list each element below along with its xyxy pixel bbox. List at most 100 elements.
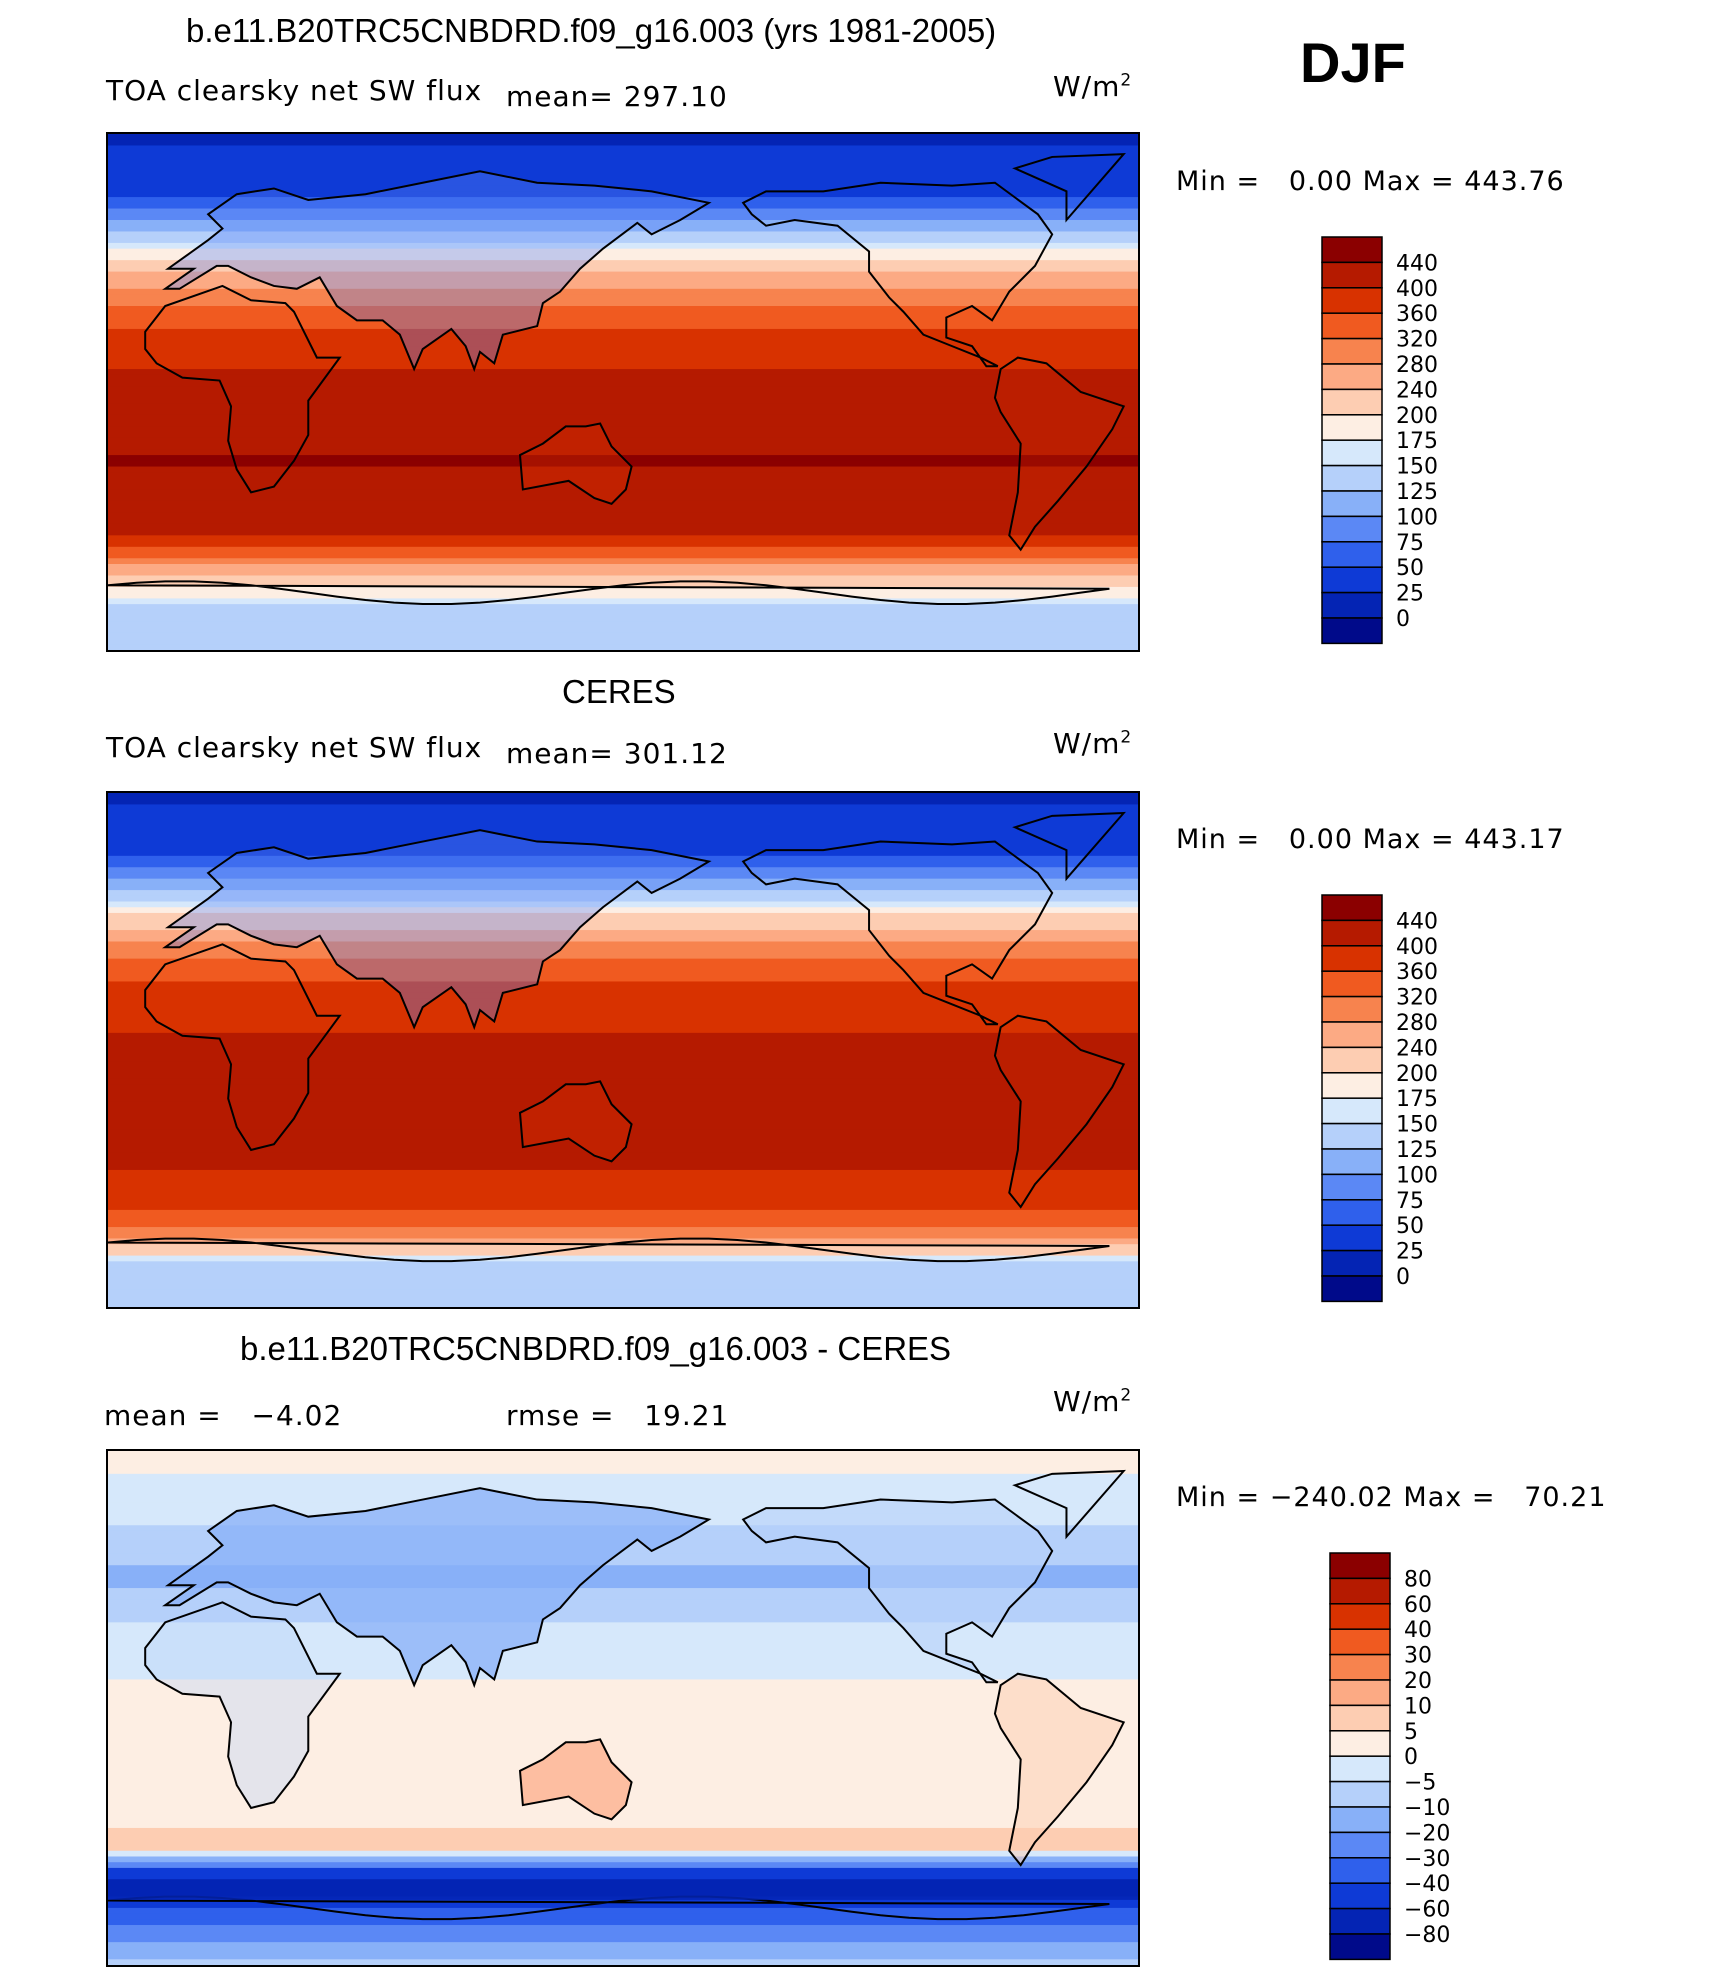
zonal-band xyxy=(108,552,1138,559)
zonal-band xyxy=(108,420,1138,427)
panel-1-max-label: Max = xyxy=(1362,166,1455,197)
colorbar-box xyxy=(1329,1603,1391,1630)
zonal-band xyxy=(108,1685,1138,1692)
colorbar-box xyxy=(1329,1755,1391,1783)
zonal-band xyxy=(108,1192,1138,1200)
zonal-band xyxy=(108,1158,1138,1165)
zonal-band xyxy=(108,1267,1138,1274)
colorbar-tick-label: −30 xyxy=(1404,1847,1450,1872)
zonal-band xyxy=(108,930,1138,937)
panel-1-units: W/m2 xyxy=(1053,70,1132,103)
colorbar-box xyxy=(1321,1046,1383,1074)
zonal-band xyxy=(108,288,1138,296)
zonal-band xyxy=(108,197,1138,204)
colorbar-box xyxy=(1321,261,1383,289)
colorbar-tick-label: 25 xyxy=(1396,1240,1424,1265)
antarctica-coast xyxy=(108,1895,1110,1921)
zonal-band xyxy=(108,1822,1138,1829)
zonal-band xyxy=(108,478,1138,485)
colorbar-box xyxy=(1329,1679,1391,1707)
southern-ocean-band xyxy=(108,1879,1138,1900)
panel-1-min-value: 0.00 xyxy=(1288,166,1353,197)
zonal-band xyxy=(108,151,1138,158)
zonal-band xyxy=(108,277,1138,284)
zonal-band xyxy=(108,340,1138,347)
zonal-band xyxy=(108,1078,1138,1085)
zonal-band xyxy=(108,214,1138,221)
continent-outline xyxy=(518,1080,633,1163)
zonal-band xyxy=(108,1839,1138,1846)
colorbar-tick-label: 200 xyxy=(1396,1062,1438,1087)
zonal-band xyxy=(108,1902,1138,1909)
zonal-band xyxy=(108,821,1138,828)
colorbar-tick-label: 400 xyxy=(1396,277,1438,302)
zonal-band xyxy=(108,1249,1138,1257)
zonal-band xyxy=(108,334,1138,341)
colorbar-box xyxy=(1321,1275,1383,1303)
colorbar-tick-label: 40 xyxy=(1404,1618,1432,1643)
zonal-band xyxy=(108,409,1138,416)
colorbar-box xyxy=(1329,1704,1391,1732)
panel-2-min-max: Min = 0.00 Max = 443.17 xyxy=(1176,824,1565,855)
continent-outline xyxy=(741,840,1054,1026)
zonal-band xyxy=(108,546,1138,554)
zonal-band xyxy=(108,535,1138,542)
zonal-band xyxy=(108,386,1138,393)
zonal-band xyxy=(108,1742,1138,1749)
zonal-band xyxy=(108,1164,1138,1171)
continent-outline xyxy=(162,1487,712,1689)
season-label: DJF xyxy=(1300,31,1406,94)
zonal-band xyxy=(108,1169,1138,1177)
zonal-band xyxy=(108,1565,1138,1572)
colorbar-tick-label: 80 xyxy=(1404,1567,1432,1592)
zonal-band xyxy=(108,1050,1138,1057)
colorbar-box xyxy=(1321,414,1383,441)
land-fill xyxy=(144,152,1126,552)
zonal-band xyxy=(108,1747,1138,1755)
colorbar-box xyxy=(1321,1021,1383,1049)
zonal-band xyxy=(108,1061,1138,1068)
colorbar-tick-label: 0 xyxy=(1404,1745,1418,1770)
zonal-band xyxy=(108,632,1138,640)
zonal-band xyxy=(108,952,1138,960)
panel-2-colorbar: 440 400 360 320 280 240 200 175 150 125 100 75 50 25 0 xyxy=(1318,891,1518,1308)
panel-1-mean-value: 297.10 xyxy=(623,80,728,113)
zonal-band xyxy=(108,1953,1138,1960)
zonal-band xyxy=(108,403,1138,410)
panel-1-min-max: Min = 0.00 Max = 443.76 xyxy=(1176,166,1565,197)
zonal-band xyxy=(108,1599,1138,1606)
zonal-band xyxy=(108,627,1138,634)
colorbar-tick-label: 150 xyxy=(1396,455,1438,480)
zonal-band xyxy=(108,437,1138,445)
colorbar-box xyxy=(1321,464,1383,492)
zonal-band xyxy=(108,884,1138,891)
panel-2-variable: TOA clearsky net SW flux xyxy=(106,731,483,764)
zonal-band xyxy=(108,1553,1138,1561)
zonal-band xyxy=(108,460,1138,468)
colorbar-box xyxy=(1321,1148,1383,1176)
zonal-band xyxy=(108,265,1138,273)
zonal-band xyxy=(108,1141,1138,1148)
zonal-band xyxy=(108,1713,1138,1721)
zonal-band xyxy=(108,1942,1138,1949)
panel-2-mean-value: 301.12 xyxy=(623,737,728,770)
zonal-band xyxy=(108,1124,1138,1131)
zonal-band xyxy=(108,1639,1138,1646)
panel-1-map-svg xyxy=(108,134,1138,650)
zonal-band xyxy=(108,1101,1138,1108)
panel-1-units-base: W/m xyxy=(1053,70,1121,103)
colorbar-box xyxy=(1329,1552,1391,1580)
zonal-band xyxy=(108,1919,1138,1926)
zonal-band xyxy=(108,1559,1138,1566)
zonal-band xyxy=(108,558,1138,565)
zonal-band xyxy=(108,1645,1138,1652)
zonal-band xyxy=(108,1010,1138,1017)
zonal-band xyxy=(108,907,1138,914)
zonal-band xyxy=(108,1451,1138,1458)
zonal-band xyxy=(108,867,1138,874)
colorbar-tick-label: 175 xyxy=(1396,1087,1438,1112)
zonal-band xyxy=(108,323,1138,330)
colorbar-tick-label: 440 xyxy=(1396,909,1438,934)
zonal-band xyxy=(108,1261,1138,1268)
zonal-band xyxy=(108,1873,1138,1880)
